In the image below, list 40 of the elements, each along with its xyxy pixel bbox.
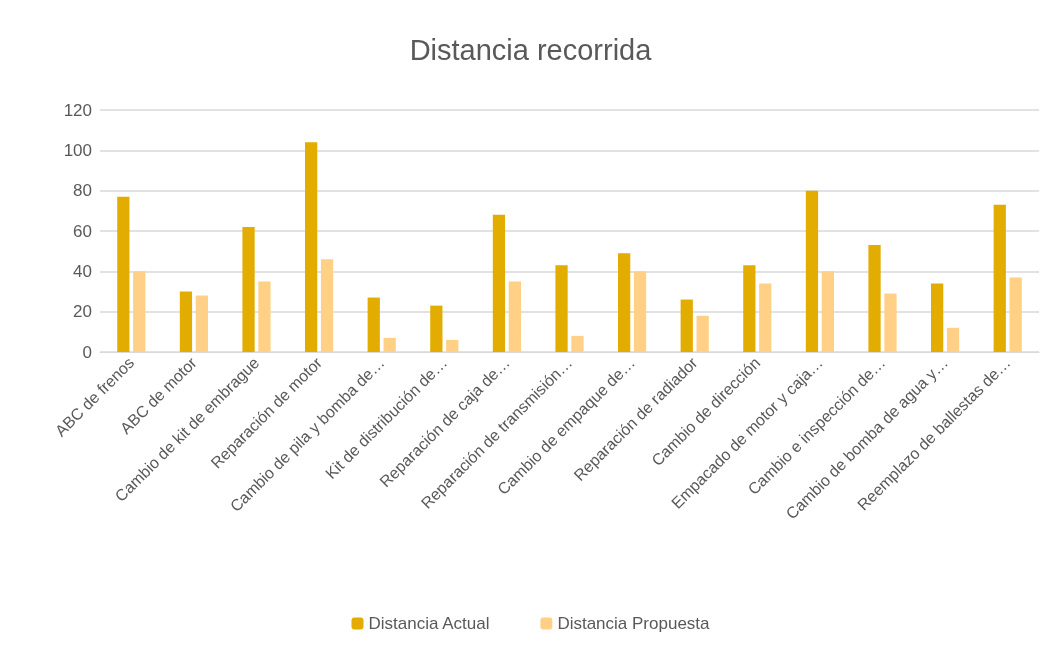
bar bbox=[805, 190, 819, 352]
bar bbox=[133, 271, 146, 352]
bar bbox=[633, 271, 647, 352]
y-tick-label: 20 bbox=[73, 302, 92, 322]
y-tick-label: 100 bbox=[63, 140, 92, 160]
bar bbox=[555, 265, 568, 352]
y-tick-label: 120 bbox=[63, 100, 92, 120]
bar bbox=[383, 337, 396, 352]
bar bbox=[430, 305, 443, 352]
bar bbox=[931, 283, 944, 352]
legend-label: Distancia Actual bbox=[368, 614, 490, 633]
bar bbox=[179, 291, 193, 352]
y-tick-label: 80 bbox=[73, 181, 92, 201]
bar bbox=[195, 295, 208, 352]
bar bbox=[242, 226, 255, 352]
bar bbox=[821, 271, 834, 352]
bar bbox=[993, 204, 1006, 352]
bar bbox=[446, 339, 459, 352]
bar bbox=[884, 293, 897, 352]
bar bbox=[759, 283, 772, 352]
bar bbox=[320, 259, 334, 352]
bar bbox=[868, 245, 881, 352]
bar bbox=[696, 315, 709, 352]
bar bbox=[618, 253, 631, 352]
y-tick-label: 0 bbox=[82, 342, 92, 362]
bar bbox=[508, 281, 521, 352]
bar bbox=[680, 299, 693, 352]
bar bbox=[1009, 277, 1022, 352]
bar bbox=[492, 214, 506, 352]
bar bbox=[571, 335, 584, 352]
bar bbox=[946, 327, 960, 352]
bar bbox=[367, 297, 380, 352]
bar bbox=[743, 265, 756, 352]
bar bbox=[117, 196, 130, 352]
y-tick-label: 40 bbox=[73, 261, 92, 281]
bar bbox=[258, 281, 271, 352]
legend-label: Distancia Propuesta bbox=[557, 614, 711, 633]
chart-title: Distancia recorrida bbox=[409, 33, 653, 66]
y-tick-label: 60 bbox=[73, 221, 92, 241]
bar bbox=[305, 142, 318, 352]
